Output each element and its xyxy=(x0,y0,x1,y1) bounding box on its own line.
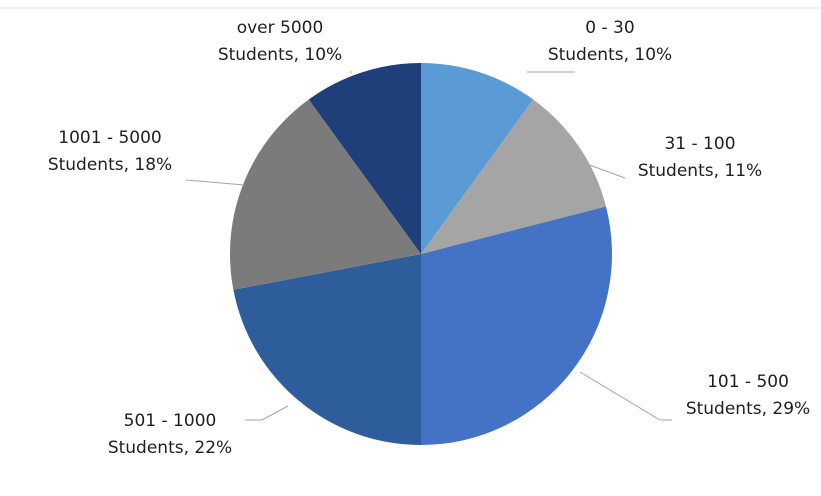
data-label-range: over 5000 xyxy=(237,18,324,38)
pie-slice-over5000 xyxy=(308,63,421,254)
data-label-value: Students, 10% xyxy=(218,45,342,65)
leader-line xyxy=(245,405,289,421)
pie-slice-31-100 xyxy=(421,99,606,254)
data-label-value: Students, 18% xyxy=(48,155,172,175)
data-label: over 5000 Students, 10% xyxy=(218,18,342,65)
data-label-range: 0 - 30 xyxy=(585,18,634,38)
pie-slice-101-500 xyxy=(421,206,613,445)
leader-line xyxy=(185,179,245,186)
data-label: 1001 - 5000 Students, 18% xyxy=(48,128,172,175)
pie-slice-1001-5000 xyxy=(229,99,421,290)
leader-line xyxy=(579,371,672,421)
data-label-range: 101 - 500 xyxy=(707,372,789,392)
pie-slices xyxy=(229,63,613,445)
data-label-value: Students, 29% xyxy=(686,399,810,419)
data-label: 0 - 30 Students, 10% xyxy=(548,18,672,65)
data-label-value: Students, 10% xyxy=(548,45,672,65)
data-label-range: 31 - 100 xyxy=(664,134,735,154)
pie-slice-501-1000 xyxy=(233,254,421,445)
data-labels: 0 - 30 Students, 10% 31 - 100 Students, 11%… xyxy=(48,18,810,458)
data-label-range: 1001 - 5000 xyxy=(58,128,161,148)
data-label-value: Students, 22% xyxy=(108,438,232,458)
label-leader-lines xyxy=(185,71,672,421)
pie-slice-0-30 xyxy=(421,63,534,254)
leader-line xyxy=(583,162,626,179)
data-label: 31 - 100 Students, 11% xyxy=(638,134,762,181)
data-label: 101 - 500 Students, 29% xyxy=(686,372,810,419)
data-label: 501 - 1000 Students, 22% xyxy=(108,411,232,458)
data-label-value: Students, 11% xyxy=(638,161,762,181)
data-label-range: 501 - 1000 xyxy=(124,411,217,431)
